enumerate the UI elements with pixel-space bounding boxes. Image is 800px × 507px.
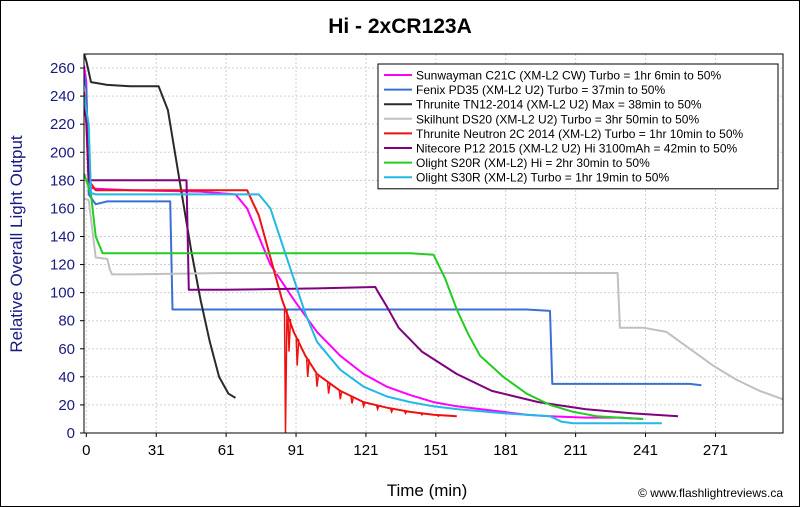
x-tick-label: 121 [353, 442, 378, 459]
y-tick-label: 160 [50, 200, 75, 217]
y-tick-label: 60 [58, 341, 75, 358]
y-tick-label: 100 [50, 285, 75, 302]
series-spike [403, 410, 408, 415]
series-line [84, 172, 644, 420]
legend-entry: Sunwayman C21C (XM-L2 CW) Turbo = 1hr 6m… [416, 69, 721, 83]
x-tick-label: 271 [703, 442, 728, 459]
series-line [84, 54, 237, 399]
series-spike [389, 408, 394, 415]
x-axis-ticks: 0 31 61 91 121 151 181 211 241 271 [82, 433, 728, 459]
legend-entry: Thrunite Neutron 2C 2014 (XM-L2) Turbo =… [416, 127, 744, 141]
x-tick-label: 0 [82, 442, 90, 459]
series-spike [326, 382, 331, 394]
y-tick-label: 80 [58, 313, 75, 330]
y-axis-ticks: 0 20 40 60 80 100 120 140 160 180 200 220 240 260 [50, 60, 84, 442]
series-spike [315, 373, 320, 387]
legend-box [377, 63, 779, 190]
series-spike [295, 339, 300, 366]
series-spike [338, 390, 343, 400]
y-tick-label: 200 [50, 144, 75, 161]
y-tick-label: 140 [50, 228, 75, 245]
y-axis-label: Relative Overall Light Output [7, 135, 26, 353]
legend-entry: Skilhunt DS20 (XM-L2 U2) Turbo = 3hr 50m… [416, 112, 699, 126]
series-spike [375, 405, 380, 412]
x-tick-label: 151 [423, 442, 448, 459]
series-spike [350, 396, 355, 404]
legend-entry: Nitecore P12 2015 (XM-L2 U2) Hi 3100mAh … [416, 142, 737, 156]
series-line [84, 197, 783, 401]
y-tick-label: 240 [50, 88, 75, 105]
x-tick-label: 181 [493, 442, 518, 459]
y-tick-label: 20 [58, 397, 75, 414]
series-line [84, 95, 662, 425]
legend-entry: Olight S30R (XM-L2) Turbo = 1hr 19min to… [416, 171, 669, 185]
y-tick-label: 120 [50, 257, 75, 274]
legend: Sunwayman C21C (XM-L2 CW) Turbo = 1hr 6m… [377, 63, 779, 190]
series-spike [287, 318, 292, 352]
x-tick-label: 241 [633, 442, 658, 459]
y-tick-label: 260 [50, 60, 75, 77]
series-spike [420, 412, 424, 416]
x-tick-label: 211 [564, 442, 588, 459]
chart-title: Hi - 2xCR123A [328, 15, 472, 38]
y-tick-label: 180 [50, 172, 75, 189]
series-layer [84, 54, 783, 433]
x-tick-label: 91 [288, 442, 305, 459]
x-tick-label: 61 [218, 442, 235, 459]
series-spike [305, 359, 310, 377]
series-spike [436, 414, 441, 418]
plot-border [83, 53, 784, 434]
y-tick-label: 40 [58, 369, 75, 386]
series-line [84, 91, 457, 418]
legend-entry: Thrunite TN12-2014 (XM-L2 U2) Max = 38mi… [416, 98, 702, 112]
y-tick-label: 0 [67, 425, 75, 442]
series-spike [361, 401, 366, 409]
series-spike [283, 309, 288, 433]
legend-entry: Olight S20R (XM-L2) Hi = 2hr 30min to 50… [416, 156, 650, 170]
series-line [84, 109, 679, 418]
x-tick-label: 31 [148, 442, 165, 459]
y-tick-label: 220 [50, 116, 75, 133]
credit-text: © www.flashlightreviews.ca [638, 486, 783, 500]
legend-entry: Fenix PD35 (XM-L2 U2) Turbo = 37min to 5… [416, 83, 665, 97]
x-axis-label: Time (min) [387, 481, 468, 500]
